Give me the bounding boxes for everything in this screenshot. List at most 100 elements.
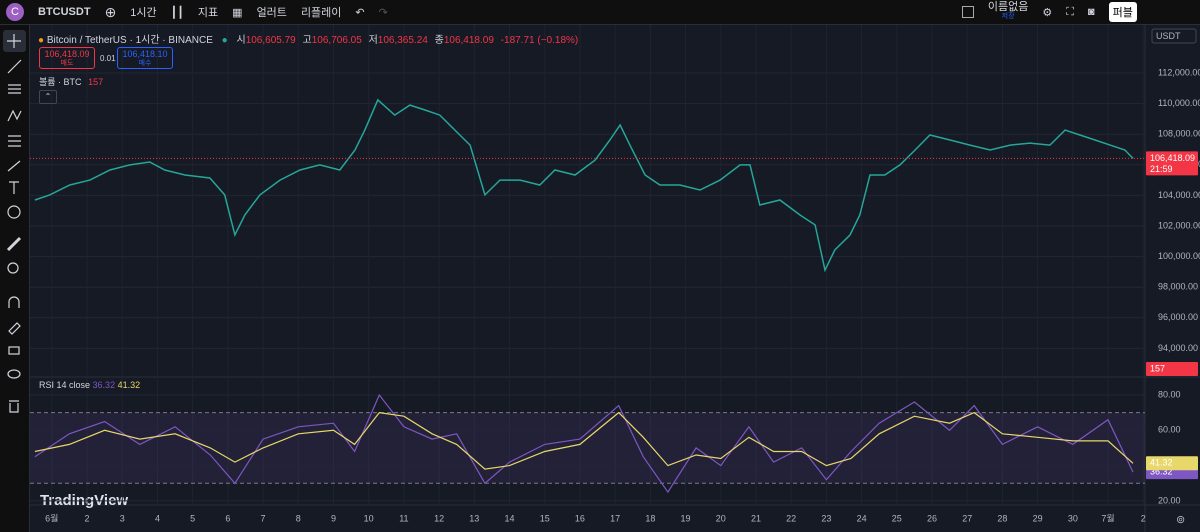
x-tick-label: 26 xyxy=(927,513,937,523)
tool-magnet[interactable] xyxy=(8,296,20,308)
volume-axis-label: 157 xyxy=(1150,363,1165,373)
top-toolbar: C BTCUSDT ⊕ 1시간 ┃┃ 지표 ▦ 얼러트 리플레이 ↶ ↷ 이름없… xyxy=(0,0,1200,25)
add-symbol[interactable]: ⊕ xyxy=(104,3,117,20)
ohlc-high-label: 고 xyxy=(302,35,312,46)
tool-ruler[interactable] xyxy=(6,236,22,252)
y-tick-label: 96,000.00 xyxy=(1158,312,1198,322)
replay[interactable]: 리플레이 xyxy=(300,7,342,19)
x-tick-label: 10 xyxy=(364,513,374,523)
volume-legend: 볼륨 · BTC 157 xyxy=(39,75,103,88)
chart: USDT TradingView ⊚ 94,000.0096,000.0098,… xyxy=(30,25,1200,532)
undo[interactable]: ↶ xyxy=(355,6,365,19)
legend-row: ● Bitcoin / TetherUS · 1시간 · BINANCE ● 시… xyxy=(38,31,578,46)
y-tick-label: 60.00 xyxy=(1158,425,1181,435)
layout-title: 이름없음 xyxy=(987,1,1029,13)
x-tick-label: 28 xyxy=(997,513,1007,523)
x-tick-label: 30 xyxy=(1068,513,1078,523)
y-tick-label: 102,000.00 xyxy=(1158,220,1200,230)
tool-zoom[interactable] xyxy=(7,262,19,274)
x-tick-label: 24 xyxy=(857,513,867,523)
snapshot[interactable]: ◙ xyxy=(1087,6,1095,18)
legend-title: Bitcoin / TetherUS · 1시간 · BINANCE xyxy=(46,35,213,46)
rsi-label: RSI 14 close xyxy=(39,380,91,390)
layout-name[interactable]: 이름없음 저장 xyxy=(988,2,1028,22)
interval[interactable]: 1시간 xyxy=(130,7,157,19)
x-tick-label: 11 xyxy=(399,513,408,523)
y-tick-label: 108,000.00 xyxy=(1158,129,1200,139)
layouts[interactable]: ▦ xyxy=(232,6,243,19)
fullscreen[interactable]: ⛶ xyxy=(1066,5,1074,18)
market-status: ● xyxy=(221,35,228,46)
redo[interactable]: ↷ xyxy=(378,6,388,19)
indicators[interactable]: 지표 xyxy=(197,7,219,19)
sell-label: 매도 xyxy=(60,60,74,67)
tool-forecast[interactable] xyxy=(8,135,21,147)
settings[interactable]: ⚙ xyxy=(1042,6,1053,19)
x-tick-label: 15 xyxy=(540,513,550,523)
x-tick-label: 4 xyxy=(155,513,160,523)
x-tick-label: 8 xyxy=(296,513,301,523)
x-tick-label: 17 xyxy=(610,513,620,523)
ohlc-close: 106,418.09 xyxy=(443,35,494,46)
x-tick-label: 23 xyxy=(821,513,831,523)
buy-price: 106,418.10 xyxy=(122,49,168,59)
tool-pattern[interactable] xyxy=(7,109,22,122)
tool-brush[interactable] xyxy=(7,160,21,172)
x-tick-label: 29 xyxy=(1033,513,1043,523)
tool-line[interactable] xyxy=(7,59,22,74)
ohlc-low-label: 저 xyxy=(368,35,378,46)
volume-label: 볼륨 · BTC xyxy=(39,77,82,87)
buy-button[interactable]: 106,418.10 매수 xyxy=(117,47,173,69)
last-value-label-box xyxy=(1146,456,1198,471)
collapse-button[interactable]: ⌃ xyxy=(39,90,57,104)
volume-axis-label-box xyxy=(1146,362,1198,376)
x-tick-label: 20 xyxy=(716,513,726,523)
avatar[interactable]: C xyxy=(6,3,24,21)
last-price-label: 106,418.09 xyxy=(1150,153,1195,163)
tool-lock-draw[interactable] xyxy=(8,322,21,335)
chart-style[interactable]: ┃┃ xyxy=(170,6,184,19)
x-tick-label: 3 xyxy=(120,513,125,523)
y-tick-label: 104,000.00 xyxy=(1158,190,1200,200)
ohlc-change: -187.71 (−0.18%) xyxy=(500,35,579,46)
rsi-legend-value: 36.32 xyxy=(92,380,116,390)
x-tick-label: 2 xyxy=(85,513,90,523)
tool-eye[interactable] xyxy=(7,369,21,379)
series-line xyxy=(34,411,1134,470)
x-tick-label: 9 xyxy=(331,513,336,523)
rsi-band xyxy=(30,412,1145,484)
tool-delete[interactable] xyxy=(9,400,19,413)
x-tick-label: 2 xyxy=(1141,513,1146,523)
x-tick-label: 16 xyxy=(575,513,585,523)
tool-fib[interactable] xyxy=(8,84,21,94)
axis-settings[interactable]: ⊚ xyxy=(1176,514,1185,526)
sell-price: 106,418.09 xyxy=(44,49,90,59)
ohlc-low: 106,365.24 xyxy=(377,35,428,46)
sell-button[interactable]: 106,418.09 매도 xyxy=(39,47,95,69)
x-tick-label: 25 xyxy=(892,513,902,523)
layout-status: 저장 xyxy=(1001,13,1015,20)
publish[interactable]: 퍼블 xyxy=(1108,2,1137,22)
tool-lock[interactable] xyxy=(8,346,20,355)
alerts[interactable]: 얼러트 xyxy=(256,7,287,19)
layout-toggle[interactable] xyxy=(961,6,974,18)
x-tick-label: 14 xyxy=(505,513,515,523)
symbol-search[interactable]: BTCUSDT xyxy=(38,6,91,18)
buy-label: 매수 xyxy=(138,60,152,67)
x-tick-label: 7월 xyxy=(1101,512,1114,523)
ohlc-close-label: 종 xyxy=(434,35,444,46)
tool-cross[interactable] xyxy=(7,34,21,48)
y-tick-label: 94,000.00 xyxy=(1158,343,1198,353)
x-tick-label: 18 xyxy=(645,513,655,523)
ohlc-open: 106,605.79 xyxy=(245,35,296,46)
drawing-toolbar xyxy=(0,25,30,532)
currency-box[interactable] xyxy=(1151,28,1197,44)
last-price-label-box xyxy=(1146,151,1198,176)
tool-emoji[interactable] xyxy=(7,205,21,219)
volume-value: 157 xyxy=(88,77,104,87)
x-tick-label: 12 xyxy=(434,513,444,523)
tool-text[interactable] xyxy=(9,181,19,194)
x-tick-label: 6 xyxy=(225,513,230,523)
